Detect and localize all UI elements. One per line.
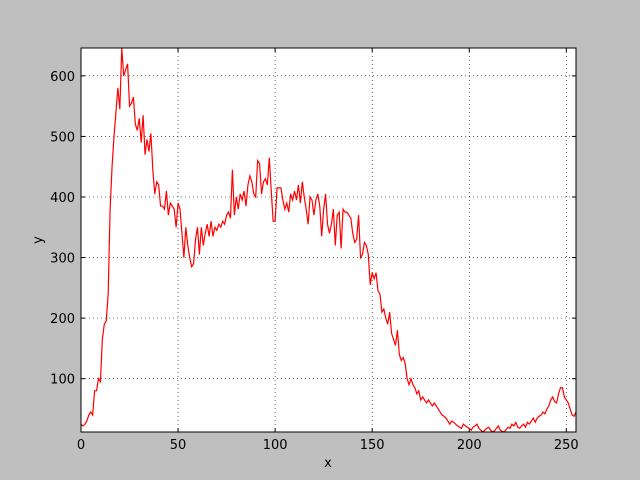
- plot-area: [81, 48, 576, 432]
- data-line: [81, 48, 576, 432]
- y-axis-label: y: [31, 236, 46, 244]
- x-axis-label: x: [324, 456, 332, 471]
- x-tick-label: 150: [360, 438, 385, 453]
- x-tick-label: 250: [554, 438, 579, 453]
- y-tick-label: 300: [50, 252, 75, 267]
- y-tick-label: 500: [50, 130, 75, 145]
- x-tick-label: 0: [77, 438, 85, 453]
- y-tick-label: 400: [50, 191, 75, 206]
- y-tick-label: 200: [50, 312, 75, 327]
- plot-frame: [80, 47, 577, 433]
- y-tick-label: 100: [50, 373, 75, 388]
- x-tick-label: 200: [457, 438, 482, 453]
- x-tick-label: 50: [170, 438, 187, 453]
- y-tick-label: 600: [50, 70, 75, 85]
- x-tick-label: 100: [263, 438, 288, 453]
